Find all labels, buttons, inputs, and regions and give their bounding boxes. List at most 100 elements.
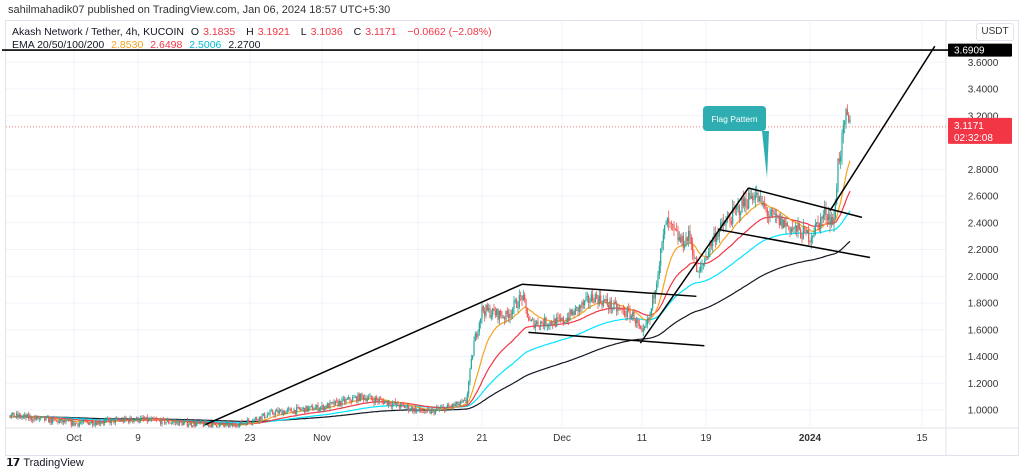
ema-row: EMA 20/50/100/200 2.8530 2.6498 2.5006 2… (12, 39, 496, 52)
candle-body (162, 418, 164, 420)
ema200-value: 2.2700 (228, 39, 261, 51)
candle-body (188, 424, 190, 427)
candle-body (321, 405, 323, 408)
ema-label[interactable]: EMA 20/50/100/200 (12, 39, 105, 51)
candle-body (634, 320, 636, 323)
candle-body (177, 421, 179, 426)
candle-body (189, 422, 191, 425)
x-tick-label: 9 (135, 433, 141, 444)
candle-body (544, 317, 546, 327)
candle-body (712, 238, 714, 247)
candle-body (680, 237, 682, 243)
candle-body (698, 271, 700, 273)
candle-body (77, 423, 79, 426)
candle-body (538, 325, 540, 327)
candle-body (161, 418, 163, 425)
candle-body (428, 409, 430, 411)
tradingview-logo[interactable]: 𝟭𝟳 TradingView (6, 456, 84, 470)
candle-body (792, 228, 794, 230)
candle-body (228, 422, 230, 428)
candle-body (172, 422, 174, 423)
candle-body (526, 307, 528, 318)
candle-body (621, 308, 623, 310)
candle-body (440, 407, 442, 409)
candle-body (817, 222, 819, 223)
candle-body (48, 417, 50, 423)
candle-body (281, 410, 283, 415)
flag-pattern-callout[interactable]: Flag Pattern (703, 106, 769, 178)
candle-body (504, 317, 506, 320)
candle-body (346, 399, 348, 400)
candle-body (166, 420, 168, 423)
candle-body (152, 417, 154, 419)
candle-body (602, 299, 604, 306)
candle-body (382, 400, 384, 404)
candle-body (717, 234, 719, 237)
candle-body (532, 319, 534, 321)
candle-body (305, 405, 307, 413)
candle-body (13, 412, 15, 418)
candle-body (80, 422, 82, 424)
candle-body (25, 414, 27, 418)
candle-body (397, 402, 399, 406)
candle-body (297, 407, 299, 408)
candle-body (114, 418, 116, 423)
candle-body (370, 395, 372, 399)
candle-body (82, 419, 84, 423)
candle-body (825, 208, 827, 217)
candle-body (592, 294, 594, 301)
x-tick-label: 21 (476, 433, 488, 444)
candle-body (377, 399, 379, 402)
candle-body (573, 311, 575, 315)
candle-body (196, 423, 198, 426)
candle-body (140, 418, 142, 422)
high-value: 3.1921 (257, 26, 290, 38)
candle-body (66, 420, 68, 421)
candle-body (401, 403, 403, 405)
candle-body (657, 274, 659, 284)
candle-body (149, 418, 151, 421)
candle-body (738, 205, 740, 216)
candle-body (620, 308, 622, 310)
publish-info: sahilmahadik07 published on TradingView.… (8, 4, 391, 16)
candle-body (550, 321, 552, 325)
candle-body (505, 310, 507, 320)
candle-body (796, 225, 798, 232)
candle-body (424, 412, 426, 414)
candle-body (197, 421, 199, 424)
ema100-value: 2.5006 (189, 39, 222, 51)
candle-body (308, 407, 310, 411)
candle-body (608, 304, 610, 309)
candle-body (541, 321, 543, 324)
candle-body (9, 415, 11, 418)
candle-body (229, 424, 231, 428)
candle-body (318, 409, 320, 411)
y-tick-label: 2.0000 (968, 272, 999, 283)
symbol-title[interactable]: Akash Network / Tether, 4h, KUCOIN (12, 26, 184, 38)
candle-body (744, 198, 746, 207)
candle-body (794, 225, 796, 228)
candle-body (169, 423, 171, 424)
candle-body (49, 418, 51, 423)
candle-body (304, 407, 306, 413)
currency-button[interactable]: USDT (976, 23, 1014, 41)
candle-body (205, 421, 207, 425)
candle-body (344, 398, 346, 403)
candle-body (317, 405, 319, 411)
candle-body (102, 422, 104, 424)
candle-body (40, 417, 42, 419)
candle-body (749, 192, 751, 199)
candle-body (686, 237, 688, 241)
candle-body (542, 323, 544, 327)
flag-1-bottom (528, 331, 705, 347)
candle-body (408, 405, 410, 411)
candle-body (154, 419, 156, 420)
candle-body (340, 400, 342, 406)
candle-body (800, 229, 802, 238)
candle-body (410, 407, 412, 410)
candle-body (109, 419, 111, 424)
candle-body (496, 309, 498, 316)
candle-body (137, 417, 139, 422)
candle-body (593, 300, 595, 303)
